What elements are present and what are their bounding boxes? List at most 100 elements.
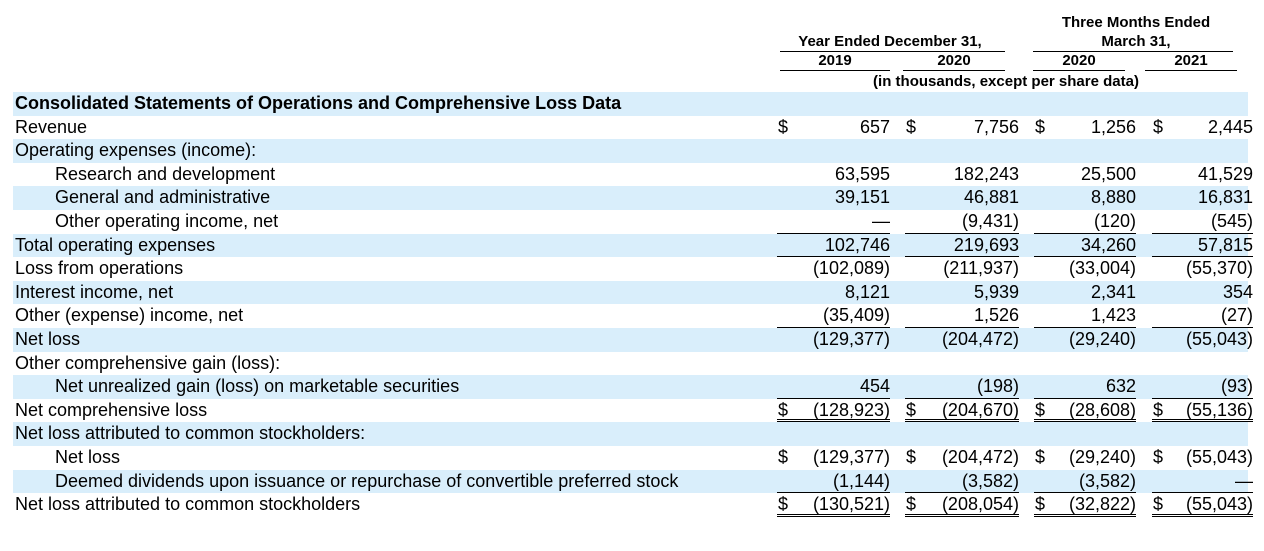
dollar-sign: $: [906, 116, 917, 137]
table-row: Net loss attributed to common stockholde…: [13, 493, 1253, 517]
table-cell: 1,423: [1034, 304, 1136, 328]
table-cell: 354: [1152, 281, 1253, 305]
row-label: Other comprehensive gain (loss):: [15, 352, 281, 373]
table-cell: 25,500: [1034, 163, 1136, 187]
table-row: General and administrative 39,151 46,881 8,…: [13, 186, 1253, 210]
table-cell: $ (204,670): [905, 399, 1019, 423]
units-note: (in thousands, except per share data): [873, 73, 1139, 90]
table-cell: (55,043): [1152, 328, 1253, 352]
table-cell: 102,746: [777, 234, 890, 258]
cell-value: 1,526: [973, 305, 1019, 326]
cell-value: 219,693: [953, 234, 1019, 255]
row-label: Net comprehensive loss: [15, 399, 208, 420]
cell-value: (55,043): [1185, 328, 1253, 349]
table-cell: (93): [1152, 375, 1253, 399]
row-label: Net loss: [55, 446, 121, 467]
cell-value: (55,136): [1185, 399, 1253, 420]
table-cell: 16,831: [1152, 186, 1253, 210]
table-cell: (1,144): [777, 470, 890, 494]
cell-value: 46,881: [963, 187, 1019, 208]
table-cell: $ (208,054): [905, 493, 1019, 517]
table-cell: 219,693: [905, 234, 1019, 258]
table-cell: (3,582): [905, 470, 1019, 494]
table-cell: $ (32,822): [1034, 493, 1136, 517]
table-cell: 39,151: [777, 186, 890, 210]
cell-value: 102,746: [824, 234, 890, 255]
dollar-sign: $: [1153, 446, 1164, 467]
table-cell: $ (28,608): [1034, 399, 1136, 423]
dollar-sign: $: [1153, 399, 1164, 420]
table-row: Net loss (129,377) (204,472) (29,240) (55,04…: [13, 327, 1253, 352]
cell-value: 57,815: [1197, 234, 1253, 255]
cell-value: (129,377): [812, 328, 890, 349]
dollar-sign: $: [1153, 116, 1164, 137]
cell-value: (55,043): [1185, 446, 1253, 467]
cell-value: 25,500: [1080, 163, 1136, 184]
table-row: Loss from operations (102,089) (211,937) (3…: [13, 257, 1253, 281]
year-ended-rule: [780, 51, 1005, 52]
table-cell: 63,595: [777, 163, 890, 187]
cell-value: (120): [1093, 210, 1136, 231]
table-cell: $ (55,043): [1152, 446, 1253, 470]
table-row: Research and development 63,595 182,243 25,…: [13, 163, 1253, 187]
cell-value: (208,054): [941, 494, 1019, 515]
table-cell: $ (128,923): [777, 399, 890, 423]
table-cell: (33,004): [1034, 257, 1136, 281]
cell-value: (9,431): [961, 210, 1019, 231]
table-title-row: Consolidated Statements of Operations an…: [13, 92, 1248, 116]
table-row: Net unrealized gain (loss) on marketable…: [13, 375, 1253, 399]
row-label: Revenue: [15, 116, 88, 137]
cell-value: (129,377): [812, 446, 890, 467]
cell-value: (130,521): [812, 494, 890, 515]
cell-value: (545): [1210, 210, 1253, 231]
dollar-sign: $: [1035, 116, 1046, 137]
cell-value: 8,121: [844, 281, 890, 302]
dollar-sign: $: [906, 494, 917, 515]
col-q2021-rule: [1145, 70, 1237, 71]
table-cell: 41,529: [1152, 163, 1253, 187]
table-cell: (204,472): [905, 328, 1019, 352]
table-cell: (129,377): [777, 328, 890, 352]
cell-value: (204,670): [941, 399, 1019, 420]
cell-value: 657: [859, 116, 890, 137]
dollar-sign: $: [778, 494, 789, 515]
cell-value: (55,043): [1185, 494, 1253, 515]
table-cell: (198): [905, 375, 1019, 399]
dollar-sign: $: [1153, 494, 1164, 515]
table-row: Other comprehensive gain (loss):: [13, 352, 1248, 376]
table-cell: $657: [777, 116, 890, 140]
table-cell: $ (130,521): [777, 493, 890, 517]
cell-value: (33,004): [1068, 258, 1136, 279]
dollar-sign: $: [1035, 399, 1046, 420]
cell-value: 39,151: [834, 187, 890, 208]
table-cell: 1,526: [905, 304, 1019, 328]
cell-value: —: [872, 210, 890, 231]
table-row: Other (expense) income, net (35,409) 1,526…: [13, 304, 1253, 328]
col-2020-rule: [903, 70, 1005, 71]
dollar-sign: $: [1035, 494, 1046, 515]
cell-value: (204,472): [941, 328, 1019, 349]
dollar-sign: $: [906, 446, 917, 467]
table-row: Operating expenses (income):: [13, 139, 1248, 163]
row-label: Research and development: [55, 163, 276, 184]
cell-value: 41,529: [1197, 163, 1253, 184]
cell-value: 1,256: [1090, 116, 1136, 137]
row-label: Deemed dividends upon issuance or repurc…: [55, 470, 679, 491]
table-cell: —: [777, 210, 890, 234]
table-cell: 5,939: [905, 281, 1019, 305]
table-cell: 632: [1034, 375, 1136, 399]
row-label: Total operating expenses: [15, 234, 216, 255]
cell-value: (204,472): [941, 446, 1019, 467]
cell-value: (102,089): [812, 258, 890, 279]
table-cell: $7,756: [905, 116, 1019, 140]
row-label: Net unrealized gain (loss) on marketable…: [55, 376, 460, 397]
financial-table: Consolidated Statements of Operations an…: [13, 92, 1253, 517]
table-cell: 46,881: [905, 186, 1019, 210]
table-cell: (55,370): [1152, 257, 1253, 281]
row-label: Operating expenses (income):: [15, 140, 257, 161]
table-row: Net loss attributed to common stockholde…: [13, 422, 1248, 446]
cell-value: (55,370): [1185, 258, 1253, 279]
cell-value: 2,445: [1207, 116, 1253, 137]
cell-value: (3,582): [1078, 470, 1136, 491]
table-cell: $ (55,136): [1152, 399, 1253, 423]
